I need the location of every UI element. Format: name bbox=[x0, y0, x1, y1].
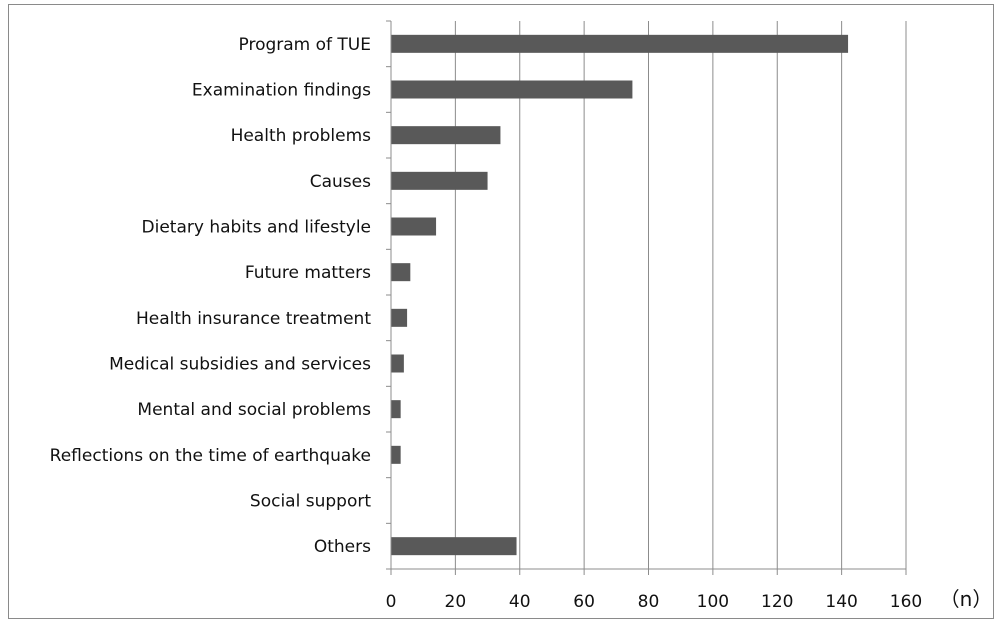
bar bbox=[391, 400, 401, 419]
category-label: Others bbox=[314, 537, 371, 557]
x-tick-label: 60 bbox=[573, 592, 595, 612]
bar bbox=[391, 263, 411, 282]
bar bbox=[391, 308, 408, 327]
bar bbox=[391, 354, 404, 373]
category-label: Medical subsidies and services bbox=[109, 355, 371, 375]
category-label: Program of TUE bbox=[239, 35, 372, 55]
x-tick-label: 120 bbox=[761, 592, 793, 612]
gridlines bbox=[454, 21, 907, 569]
category-label: Examination findings bbox=[192, 81, 371, 101]
bar bbox=[391, 80, 633, 99]
category-label: Social support bbox=[250, 492, 371, 512]
category-label: Health insurance treatment bbox=[136, 309, 371, 329]
category-labels: Program of TUE Examination findings Health… bbox=[50, 35, 372, 557]
bar bbox=[391, 171, 488, 190]
bar bbox=[391, 445, 401, 464]
chart-frame bbox=[8, 4, 994, 619]
x-tick-marks bbox=[386, 20, 907, 575]
bars bbox=[391, 34, 849, 556]
category-label: Mental and social problems bbox=[137, 400, 371, 420]
x-tick-label: 80 bbox=[638, 592, 660, 612]
x-tick-label: 20 bbox=[445, 592, 467, 612]
category-label: Reflections on the time of earthquake bbox=[50, 446, 371, 466]
x-axis-unit-label: （n） bbox=[940, 587, 993, 611]
category-label: Causes bbox=[310, 172, 371, 192]
x-tick-labels: 0 20 40 60 80 100 120 140 160 bbox=[386, 592, 923, 612]
bar bbox=[391, 217, 437, 236]
bar bbox=[391, 537, 517, 556]
category-label: Dietary habits and lifestyle bbox=[142, 218, 371, 238]
bar bbox=[391, 126, 501, 145]
x-tick-label: 0 bbox=[386, 592, 397, 612]
category-label: Future matters bbox=[245, 263, 371, 283]
x-tick-label: 100 bbox=[697, 592, 729, 612]
x-tick-label: 140 bbox=[825, 592, 857, 612]
category-label: Health problems bbox=[231, 126, 372, 146]
x-tick-label: 160 bbox=[890, 592, 922, 612]
bar bbox=[391, 34, 849, 53]
x-tick-label: 40 bbox=[509, 592, 531, 612]
